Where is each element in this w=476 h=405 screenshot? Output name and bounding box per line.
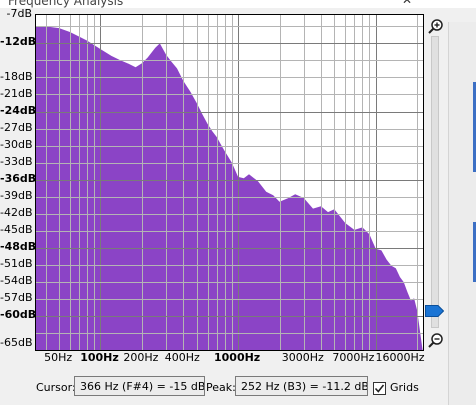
close-icon[interactable]: ✕: [402, 0, 413, 7]
background-window-edge: [448, 22, 476, 405]
x-tick-label: 50Hz: [44, 351, 73, 364]
x-tick-label: 3000Hz: [281, 351, 324, 364]
grids-label: Grids: [390, 381, 419, 394]
y-tick-label: -48dB: [0, 239, 37, 253]
y-tick-label: -36dB: [0, 171, 37, 185]
y-tick-label: -51dB: [0, 256, 33, 270]
y-tick-label: -24dB: [0, 103, 37, 117]
cursor-label: Cursor:: [36, 381, 76, 394]
x-tick-label: 400Hz: [164, 351, 200, 364]
y-tick-label: -60dB: [0, 307, 37, 321]
y-tick-label: -65dB: [0, 336, 33, 350]
background-selection-strip: [473, 222, 476, 282]
peak-label: Peak:: [206, 381, 236, 394]
spectrum-area: [36, 26, 423, 350]
y-tick-label: -33dB: [0, 154, 33, 168]
x-tick-label: 200Hz: [123, 351, 159, 364]
peak-readout: 252 Hz (B3) = -11.2 dB: [235, 376, 368, 396]
grids-checkbox[interactable]: [373, 382, 386, 395]
y-tick-label: -57dB: [0, 290, 33, 304]
y-tick-label: -54dB: [0, 273, 33, 287]
y-tick-label: -42dB: [0, 205, 33, 219]
y-tick-label: -7dB: [6, 7, 33, 20]
y-tick-label: -39dB: [0, 188, 33, 202]
x-tick-label: 7000Hz: [332, 351, 375, 364]
y-tick-label: -21dB: [0, 86, 33, 100]
y-axis-labels: -7dB -12dB -18dB -21dB -24dB -27dB -30dB -33dB -…: [0, 0, 37, 350]
window-title: Frequency Analysis: [8, 0, 124, 8]
background-selection-strip: [473, 82, 476, 172]
y-tick-label: -45dB: [0, 222, 33, 236]
check-icon: [374, 384, 385, 393]
y-tick-label: -12dB: [0, 35, 37, 49]
zoom-slider-track[interactable]: [431, 36, 439, 328]
zoom-slider-thumb[interactable]: [425, 305, 444, 317]
x-tick-label: 100Hz: [80, 351, 119, 364]
zoom-in-icon[interactable]: [428, 18, 444, 34]
spectrum-svg: [36, 15, 423, 350]
x-tick-label: 16000Hz: [375, 351, 425, 364]
x-tick-label: 1000Hz: [213, 351, 261, 364]
cursor-readout: 366 Hz (F#4) = -15 dB: [74, 376, 205, 396]
status-footer: Cursor: 366 Hz (F#4) = -15 dB Peak: 252 …: [0, 372, 476, 405]
y-tick-label: -18dB: [0, 69, 33, 83]
y-tick-label: -27dB: [0, 120, 33, 134]
zoom-out-icon[interactable]: [428, 332, 444, 348]
title-bar: Frequency Analysis ✕: [0, 0, 476, 8]
zoom-controls: [422, 14, 448, 350]
x-axis-labels: 50Hz 100Hz 200Hz 400Hz 1000Hz 3000Hz 7000Hz 160…: [35, 349, 424, 367]
y-tick-label: -30dB: [0, 137, 33, 151]
spectrum-plot[interactable]: [35, 14, 424, 351]
